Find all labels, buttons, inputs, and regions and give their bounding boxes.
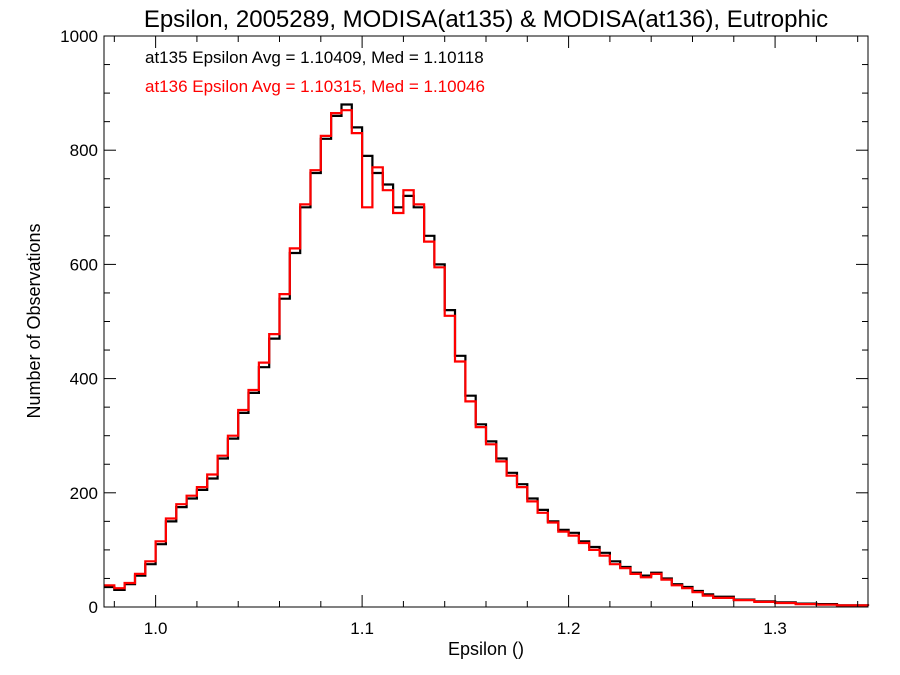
series-layer — [104, 103, 870, 607]
chart-title: Epsilon, 2005289, MODISA(at135) & MODISA… — [144, 6, 828, 33]
ticks-layer: 1.0 1.1 1.2 1.3 0 200 400 600 800 1000 — [60, 27, 868, 638]
annotation-at135: at135 Epsilon Avg = 1.10409, Med = 1.101… — [145, 48, 484, 67]
annotation-at136: at136 Epsilon Avg = 1.10315, Med = 1.100… — [145, 77, 485, 96]
x-tick-label: 1.1 — [350, 619, 374, 638]
y-tick-label: 200 — [70, 484, 98, 503]
y-axis-label: Number of Observations — [24, 223, 44, 418]
y-tick-label: 0 — [89, 598, 98, 617]
y-tick-label: 400 — [70, 370, 98, 389]
y-tick-label: 1000 — [60, 27, 98, 46]
x-axis-label: Epsilon () — [448, 639, 524, 659]
x-tick-label: 1.3 — [763, 619, 787, 638]
y-tick-label: 800 — [70, 141, 98, 160]
x-tick-label: 1.0 — [144, 619, 168, 638]
x-tick-label: 1.2 — [557, 619, 581, 638]
y-tick-label: 600 — [70, 255, 98, 274]
series-at136-line — [104, 109, 870, 607]
